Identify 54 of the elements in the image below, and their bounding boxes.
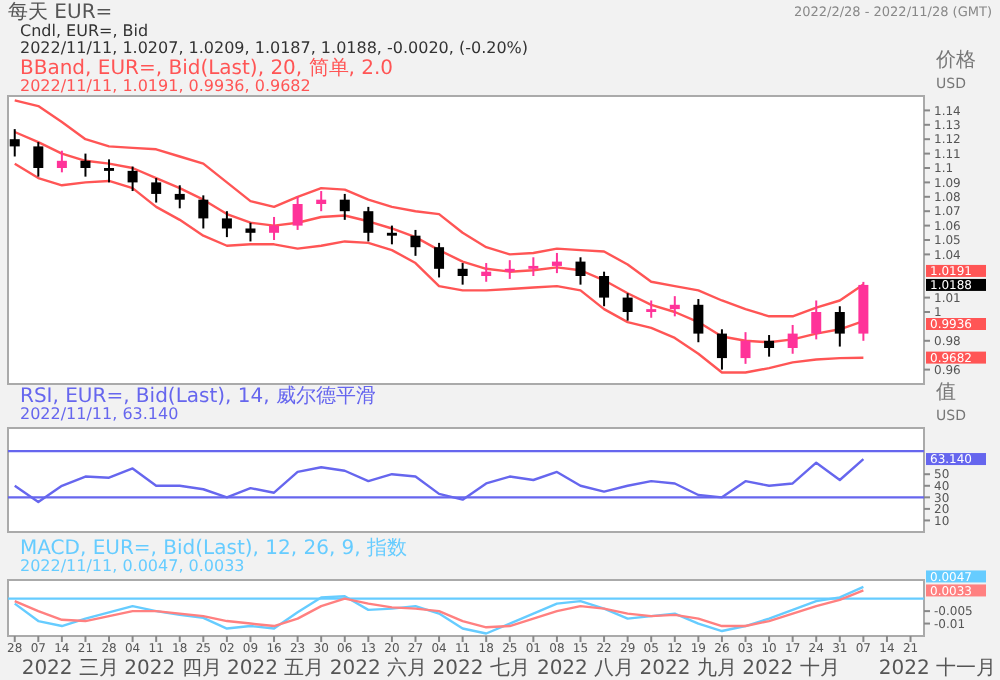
- candlestick: [551, 251, 562, 275]
- text: 2022 十月: [742, 655, 840, 680]
- candlestick: [410, 228, 421, 257]
- candlestick: [457, 262, 468, 286]
- text: 2022 三月: [21, 657, 119, 680]
- line-series: [13, 162, 865, 374]
- candlestick: [764, 334, 775, 358]
- text: 2022 八月: [536, 657, 635, 680]
- text: 2022/11/11, 0.0047, 0.0033: [20, 557, 245, 575]
- candlestick: [599, 270, 610, 308]
- candlestick: [127, 165, 138, 193]
- candlestick: [787, 323, 798, 355]
- candlestick: [386, 224, 397, 246]
- chart-title: 每天 EUR=: [8, 0, 113, 24]
- text: MACD, EUR=, Bid(Last), 12, 26, 9, 指数: [20, 536, 408, 560]
- text: 2022/11/11, 63.140: [20, 405, 179, 423]
- candlestick: [740, 331, 751, 365]
- text: 2022/11/11, 1.0191, 0.9936, 0.9682: [20, 77, 311, 95]
- candlestick: [528, 256, 539, 277]
- text: 2022/11/11, 1.0207, 1.0209, 1.0187, 1.0188, -0.0020, (-0.20%): [20, 39, 529, 57]
- candlestick: [434, 241, 445, 279]
- candlestick: [669, 295, 680, 318]
- text: RSI, EUR=, Bid(Last), 14, 威尔德平滑: [20, 384, 376, 408]
- candlestick: [221, 210, 232, 239]
- text: 2022 七月: [432, 655, 530, 680]
- candlestick: [56, 149, 67, 174]
- text: 2022 九月: [639, 655, 737, 680]
- candlestick: [834, 305, 845, 348]
- candlestick: [504, 259, 515, 280]
- candlestick: [363, 205, 374, 243]
- text: 2022 五月: [227, 657, 325, 680]
- text: Cndl, EUR=, Bid: [20, 22, 149, 40]
- candlestick: [269, 215, 280, 241]
- candlestick: [716, 328, 727, 371]
- text: BBand, EUR=, Bid(Last), 20, 简单, 2.0: [20, 56, 394, 80]
- candlestick: [33, 141, 44, 178]
- candlestick: [339, 192, 350, 221]
- candlestick: [693, 298, 704, 344]
- candlestick: [151, 177, 162, 204]
- text: 2022 十一月: [878, 655, 996, 680]
- candlestick: [174, 184, 185, 210]
- text: 2022 四月: [124, 657, 222, 680]
- text: 2022 六月: [329, 655, 428, 680]
- candlestick: [481, 262, 492, 283]
- candlestick: [80, 152, 91, 178]
- candlestick: [811, 299, 822, 341]
- candlestick: [245, 221, 256, 243]
- candlestick: [9, 128, 20, 158]
- candlestick: [316, 190, 327, 213]
- candlestick: [198, 194, 209, 230]
- candlestick: [292, 195, 303, 231]
- candlestick: [622, 292, 633, 322]
- candlestick: [104, 158, 115, 184]
- candlestick: [575, 256, 586, 286]
